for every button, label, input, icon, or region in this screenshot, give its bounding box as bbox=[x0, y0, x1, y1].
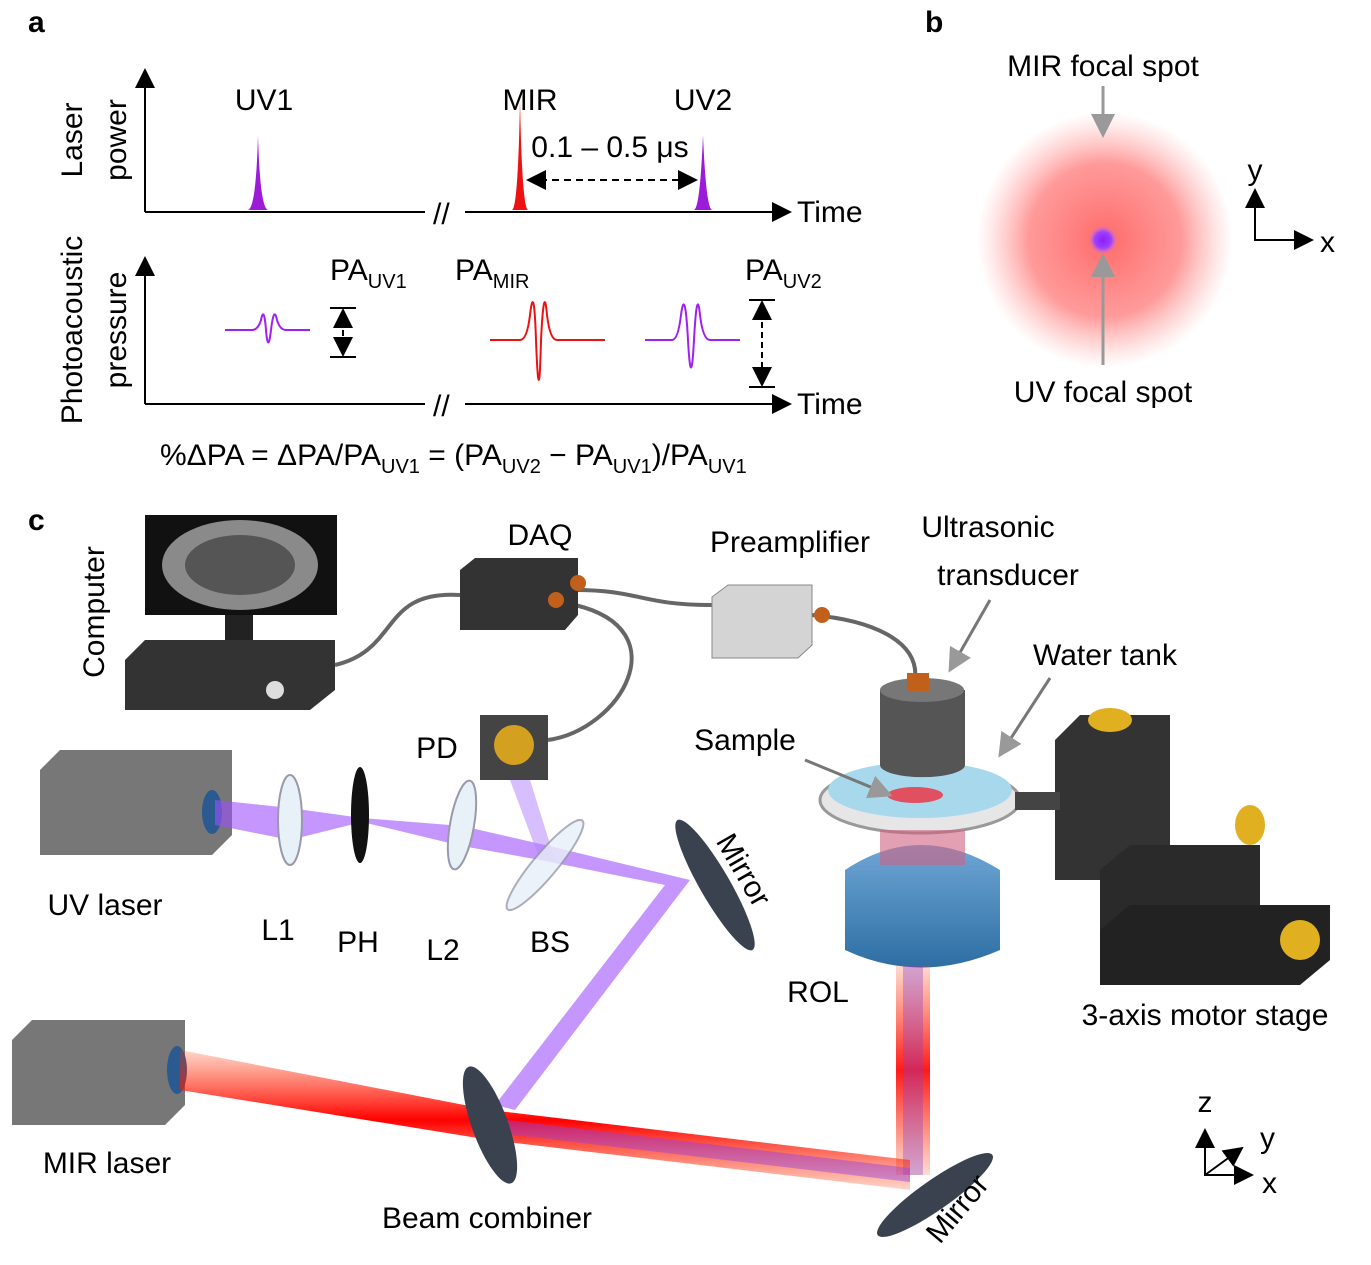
knob bbox=[1235, 805, 1265, 845]
pointer bbox=[1000, 678, 1050, 755]
mir-beam bbox=[180, 1050, 910, 1190]
formula-part: UV1 bbox=[381, 456, 420, 478]
sample bbox=[887, 787, 943, 803]
mir-wave bbox=[490, 302, 605, 380]
label: BS bbox=[530, 926, 570, 959]
pulse-label: UV1 bbox=[235, 84, 293, 117]
uv1-wave bbox=[225, 314, 310, 342]
axis-label: y bbox=[1260, 1122, 1275, 1155]
combined-beam bbox=[490, 1118, 910, 1182]
photodiode-face bbox=[494, 725, 534, 765]
beam bbox=[903, 965, 923, 1175]
label: Preamplifier bbox=[710, 526, 870, 559]
label: Ultrasonic bbox=[921, 511, 1054, 544]
formula-part: UV1 bbox=[613, 456, 652, 478]
screen-image bbox=[185, 535, 295, 595]
axis-label: power bbox=[100, 99, 133, 181]
connector bbox=[907, 673, 929, 691]
pointer bbox=[950, 600, 990, 670]
axis-label: x bbox=[1320, 226, 1335, 259]
label: Computer bbox=[78, 546, 111, 678]
formula-part: %ΔPA = ΔPA/PA bbox=[160, 439, 381, 472]
beam bbox=[880, 830, 965, 865]
pa-label: PAUV2 bbox=[745, 254, 822, 293]
delay-label: 0.1 – 0.5 μs bbox=[531, 131, 688, 164]
axis-label: z bbox=[1198, 1086, 1213, 1119]
button bbox=[266, 681, 284, 699]
figure: a // Time Laser power UV1 MIR UV2 0.1 – … bbox=[0, 0, 1371, 1265]
uv2-wave bbox=[645, 304, 740, 367]
knob bbox=[1280, 920, 1320, 960]
formula-part: )/PA bbox=[652, 439, 708, 472]
panel-letter: b bbox=[925, 6, 943, 39]
pulse-label: UV2 bbox=[674, 84, 732, 117]
uv-spot bbox=[1089, 226, 1117, 254]
axis-label: Laser bbox=[56, 102, 89, 177]
label: PD bbox=[416, 732, 458, 765]
connector bbox=[814, 607, 830, 623]
break-mark: // bbox=[433, 390, 450, 423]
label: Water tank bbox=[1033, 639, 1178, 672]
mir-laser bbox=[12, 1020, 185, 1125]
formula-part: = (PA bbox=[420, 439, 502, 472]
pa-label: PAMIR bbox=[455, 254, 529, 293]
spot-label: UV focal spot bbox=[1014, 376, 1193, 409]
panel-letter: a bbox=[28, 6, 45, 39]
transducer bbox=[880, 690, 965, 777]
label: 3-axis motor stage bbox=[1082, 999, 1329, 1032]
label: L1 bbox=[261, 914, 294, 947]
pulse-label: MIR bbox=[503, 84, 558, 117]
axis-label: x bbox=[1262, 1167, 1277, 1200]
formula-part: UV2 bbox=[502, 456, 541, 478]
pinhole bbox=[351, 767, 369, 863]
label: PH bbox=[337, 926, 379, 959]
time-label: Time bbox=[797, 196, 863, 229]
axis-label: pressure bbox=[100, 272, 133, 389]
label: Beam combiner bbox=[382, 1202, 592, 1235]
formula-part: UV1 bbox=[708, 456, 747, 478]
lens bbox=[278, 775, 302, 865]
break-mark: // bbox=[433, 198, 450, 231]
connector bbox=[570, 575, 586, 591]
label: L2 bbox=[426, 934, 459, 967]
time-label: Time bbox=[797, 388, 863, 421]
arm bbox=[1015, 792, 1060, 810]
uv2-pulse bbox=[694, 135, 712, 210]
label: ROL bbox=[787, 976, 849, 1009]
panel-letter: c bbox=[28, 504, 45, 537]
spot-label: MIR focal spot bbox=[1007, 50, 1199, 83]
label: Sample bbox=[694, 724, 796, 757]
knob bbox=[1088, 708, 1132, 732]
axis-label: y bbox=[1248, 154, 1263, 187]
formula: %ΔPA = ΔPA/PAUV1 = (PAUV2 − PAUV1)/PAUV1 bbox=[160, 439, 747, 478]
axis bbox=[1205, 1148, 1242, 1175]
computer-box bbox=[125, 640, 335, 710]
pa-label: PAUV1 bbox=[330, 254, 407, 293]
label: transducer bbox=[937, 559, 1079, 592]
connector bbox=[548, 592, 564, 608]
label: DAQ bbox=[507, 519, 572, 552]
uv1-pulse bbox=[248, 135, 268, 210]
label: MIR laser bbox=[43, 1147, 171, 1180]
label: UV laser bbox=[47, 889, 162, 922]
page: a // Time Laser power UV1 MIR UV2 0.1 – … bbox=[0, 0, 1371, 1265]
formula-part: − PA bbox=[541, 439, 613, 472]
axis-label: Photoacoustic bbox=[56, 236, 89, 424]
preamplifier bbox=[712, 585, 812, 658]
